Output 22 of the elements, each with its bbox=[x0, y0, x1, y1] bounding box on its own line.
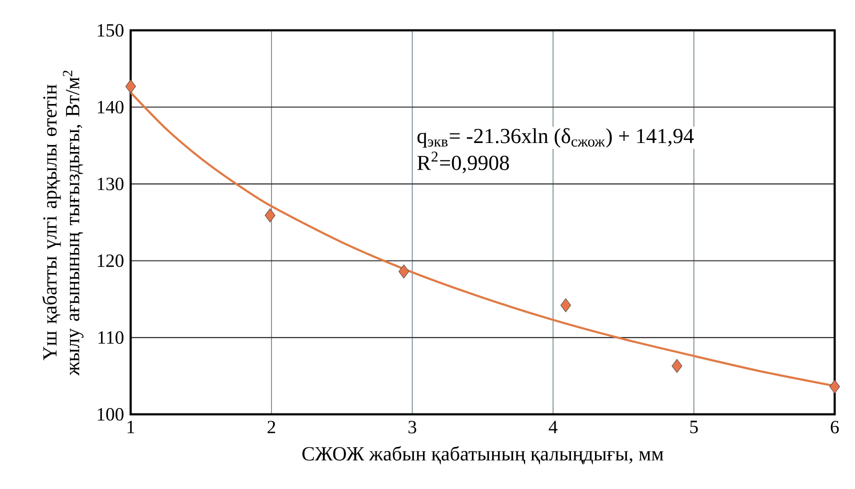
x-axis-title: СЖОЖ жабын қабатының қалыңдығы, мм bbox=[302, 446, 664, 464]
point bbox=[829, 380, 840, 394]
y-tick-label: 130 bbox=[98, 178, 124, 190]
y-tick-label: 140 bbox=[98, 100, 124, 114]
y-tick-label: 120 bbox=[98, 254, 124, 268]
point bbox=[672, 359, 682, 373]
x-tick-label: 2 bbox=[268, 420, 276, 434]
x-tick-label: 4 bbox=[548, 420, 558, 434]
y-axis-title: Үш қабатты үлгі арқылы өтетін жылу ағынының тығыздығы, Вт/м$^{2}$ bbox=[42, 70, 84, 376]
point bbox=[398, 264, 410, 278]
point bbox=[264, 208, 276, 222]
x-tick-label: 5 bbox=[690, 420, 698, 434]
y-tick-label: 150 bbox=[98, 24, 124, 37]
annotation: R$^{2}$=0,9908 bbox=[417, 152, 509, 174]
annotation: q$_{экв}$= -21.36xln (δ$_{сжож}$) + 141,94 bbox=[417, 128, 694, 148]
point bbox=[560, 298, 572, 312]
y-tick-label: 100 bbox=[98, 408, 124, 421]
x-tick-label: 3 bbox=[408, 420, 416, 434]
y-tick-label: 110 bbox=[98, 331, 124, 344]
x-tick-label: 1 bbox=[128, 420, 134, 434]
x-tick-label: 6 bbox=[830, 420, 839, 434]
point bbox=[125, 79, 136, 94]
